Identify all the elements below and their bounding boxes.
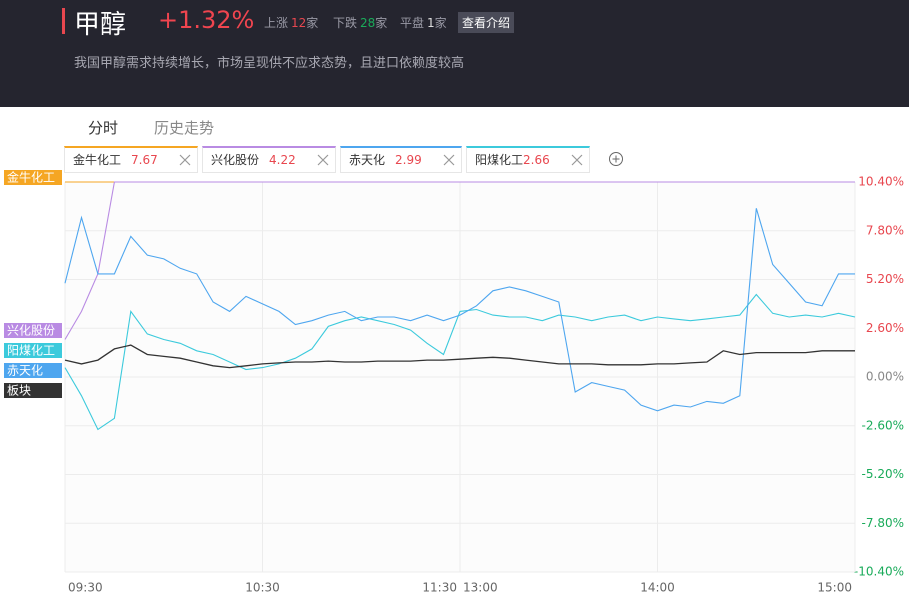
y-tick-label: 10.40% [858, 175, 904, 189]
stat-unit: 家 [306, 16, 319, 30]
x-tick-label: 14:00 [640, 581, 675, 595]
stat: 平盘 1家 [400, 14, 447, 31]
stat: 下跌 28家 [333, 14, 387, 31]
y-tick-label: 5.20% [866, 272, 904, 286]
chip[interactable]: 赤天化 2.99 [340, 146, 462, 173]
intro-button[interactable]: 查看介绍 [458, 12, 515, 33]
chip[interactable]: 金牛化工 7.67 [64, 146, 198, 173]
stat-count: 12 [291, 16, 307, 30]
stat-count: 1 [427, 16, 435, 30]
series-tag-label: 板块 [7, 384, 31, 398]
stat-count: 28 [360, 16, 376, 30]
stat-label: 上涨 [264, 16, 289, 30]
x-tick-label: 10:30 [245, 581, 280, 595]
series-tag: 阳煤化工 [4, 343, 62, 358]
chart: 10.40% 7.80% 5.20% 2.60% 0.00% -2.60% -5.20% -7… [4, 170, 904, 595]
y-tick-label: -5.20% [862, 467, 904, 481]
chip-name: 赤天化 [349, 153, 386, 167]
series-tag: 赤天化 [4, 363, 62, 378]
x-tick-label: 13:00 [463, 581, 498, 595]
series-tag-bg [4, 170, 62, 185]
chip-price: 7.67 [131, 153, 158, 167]
series-line [64, 208, 855, 412]
chip-price: 2.66 [523, 153, 550, 167]
series-tag-label: 赤天化 [7, 364, 43, 378]
y-tick-label: 0.00% [866, 370, 904, 384]
y-tick-label: 7.80% [866, 223, 904, 237]
tab[interactable]: 分时 [88, 119, 119, 137]
series-tag-bg [4, 383, 62, 398]
stat-unit: 家 [375, 16, 388, 30]
chip[interactable]: 阳煤化工 2.66 [466, 146, 590, 173]
chip[interactable]: 兴化股份 4.22 [202, 146, 336, 173]
series-tag-label: 兴化股份 [7, 324, 55, 338]
series-tag: 兴化股份 [4, 323, 62, 338]
series-tag: 板块 [4, 383, 62, 398]
series-tag-label: 金牛化工 [7, 170, 55, 185]
chip-price: 2.99 [395, 153, 422, 167]
header: 甲醇 +1.32% 上涨 12家 下跌 28家 平盘 1家 查看介绍 我国甲醇需求持续… [0, 0, 909, 107]
series-tag-bg [4, 323, 62, 338]
series-tag-label: 阳煤化工 [7, 344, 55, 358]
y-tick-label: -10.40% [854, 565, 904, 579]
x-tick-label: 15:00 [817, 581, 852, 595]
series-line [64, 293, 856, 431]
y-tick-label: 2.60% [866, 321, 904, 335]
stat-label: 平盘 [400, 16, 425, 30]
stat: 上涨 12家 [264, 14, 318, 31]
series-line [64, 344, 855, 369]
close-icon[interactable] [179, 148, 191, 172]
chip-name: 阳煤化工 [475, 153, 524, 167]
accent-bar [62, 8, 65, 34]
series-tag-bg [4, 343, 62, 358]
chip-price: 4.22 [269, 153, 296, 167]
chip-name: 兴化股份 [211, 153, 260, 167]
add-icon[interactable] [608, 151, 624, 167]
close-icon[interactable] [317, 148, 329, 172]
y-tick-label: -7.80% [862, 516, 904, 530]
series-line [64, 181, 855, 340]
stat-unit: 家 [434, 16, 447, 30]
x-tick-label: 11:30 [422, 581, 457, 595]
series-tag-bg [4, 363, 62, 378]
close-icon[interactable] [443, 148, 455, 172]
y-tick-label: -2.60% [862, 418, 904, 432]
series-tag: 金牛化工 [4, 170, 62, 185]
title: 甲醇 [74, 10, 127, 40]
x-tick-label: 09:30 [68, 581, 103, 595]
tab[interactable]: 历史走势 [154, 119, 215, 137]
description: 我国甲醇需求持续增长，市场呈现供不应求态势，且进口依赖度较高 [74, 56, 465, 71]
stat-label: 下跌 [333, 16, 358, 30]
close-icon[interactable] [571, 148, 583, 172]
chip-name: 金牛化工 [73, 153, 122, 167]
change: +1.32% [158, 6, 255, 34]
